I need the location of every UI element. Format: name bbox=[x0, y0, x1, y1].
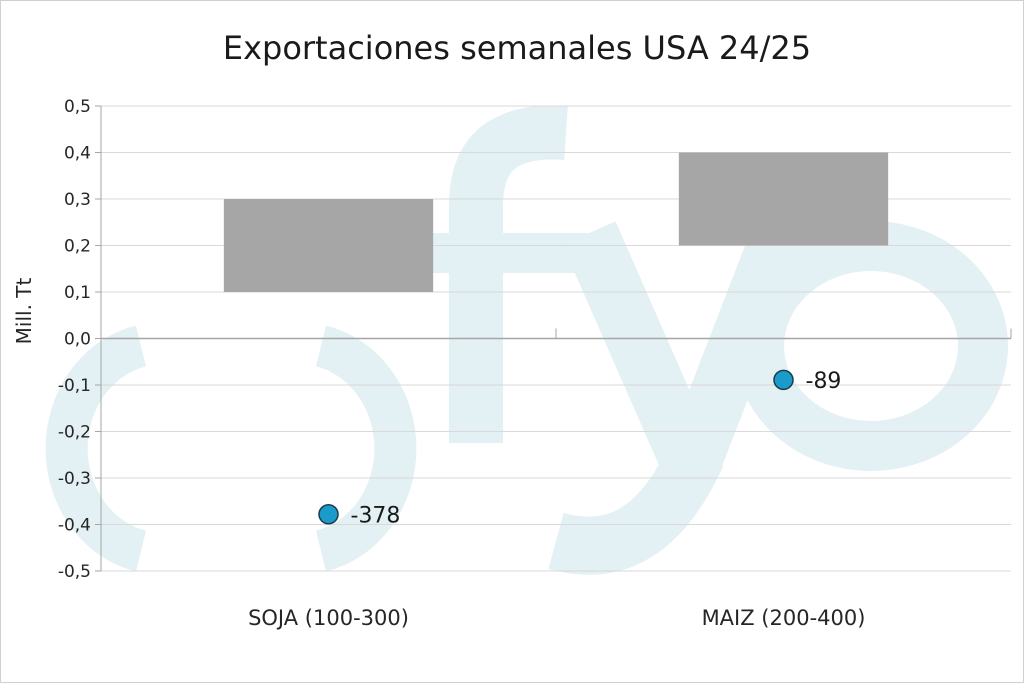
range-bar bbox=[678, 152, 889, 246]
watermark-right-paren bbox=[315, 325, 417, 572]
y-tick-label: -0,3 bbox=[58, 469, 91, 489]
y-tick-label: 0,1 bbox=[64, 283, 91, 303]
y-tick-labels: 0,5 0,4 0,3 0,2 0,1 0,0 -0,1 -0,2 -0,3 -0,4 -0,5 bbox=[58, 97, 91, 582]
y-tick-label: 0,5 bbox=[64, 97, 91, 117]
category-labels: SOJA (100-300) MAIZ (200-400) bbox=[248, 606, 865, 630]
y-axis-label: Mill. Tt bbox=[12, 277, 36, 344]
watermark-y-left bbox=[548, 221, 724, 575]
y-tick-label: 0,3 bbox=[64, 190, 91, 210]
y-tick-label: 0,4 bbox=[64, 144, 91, 164]
scatter-points: -378 -89 bbox=[318, 369, 842, 528]
y-tick-label: -0,1 bbox=[58, 376, 91, 396]
category-label: MAIZ (200-400) bbox=[702, 606, 866, 630]
y-tick-label: -0,4 bbox=[58, 516, 91, 536]
watermark-o bbox=[734, 221, 1008, 471]
chart-title: Exportaciones semanales USA 24/25 bbox=[223, 29, 811, 67]
data-point bbox=[318, 504, 339, 525]
range-bar bbox=[223, 199, 434, 292]
y-tick-label: -0,2 bbox=[58, 423, 91, 443]
y-tick-label: 0,0 bbox=[64, 330, 91, 350]
y-tick-label: 0,2 bbox=[64, 237, 91, 257]
category-label: SOJA (100-300) bbox=[248, 606, 409, 630]
watermark-f-stem bbox=[449, 105, 568, 443]
data-point-label: -378 bbox=[351, 503, 401, 528]
watermark-left-paren bbox=[45, 325, 147, 572]
data-point bbox=[773, 369, 794, 391]
floating-bars bbox=[223, 152, 889, 292]
y-tick-label: -0,5 bbox=[58, 562, 91, 582]
axes bbox=[95, 105, 1012, 572]
data-point-label: -89 bbox=[806, 369, 842, 394]
